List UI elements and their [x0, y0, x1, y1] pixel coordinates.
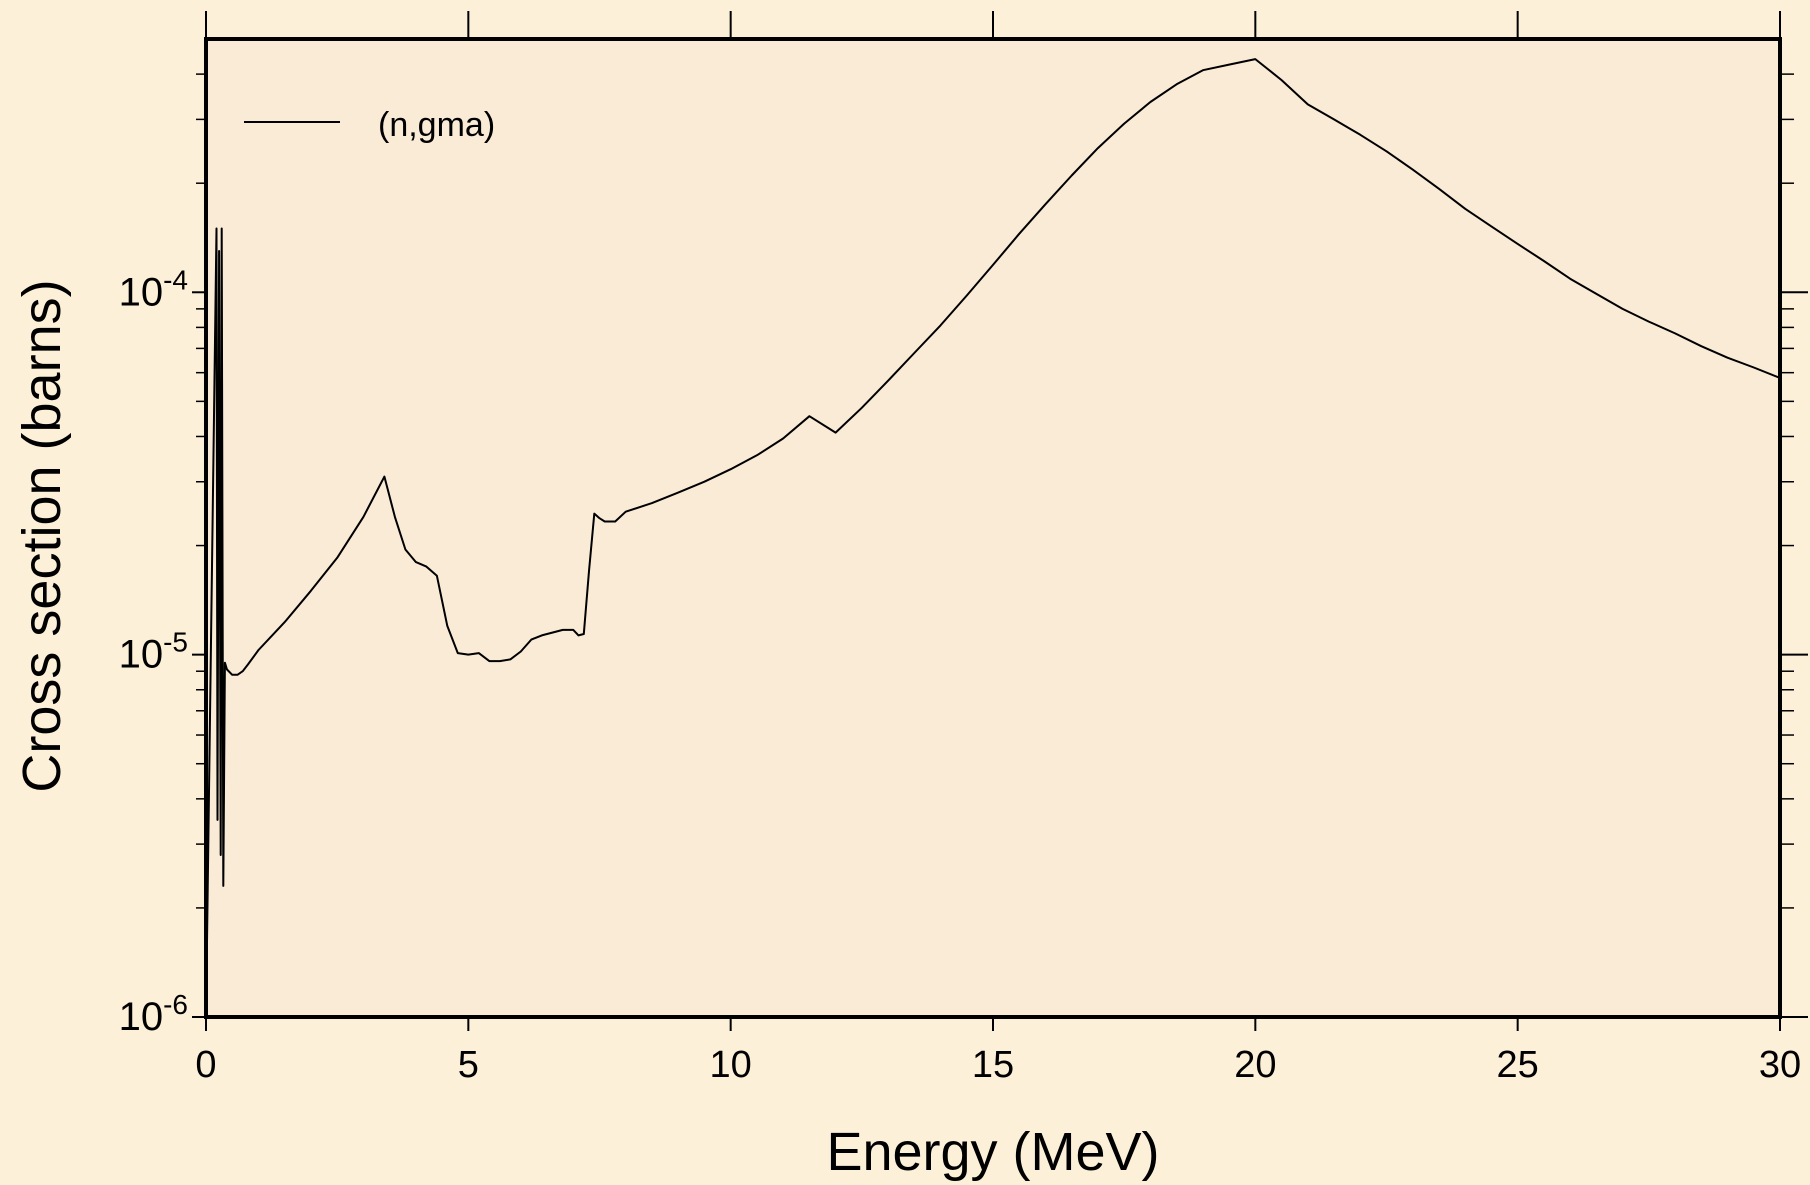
- x-tick-label: 20: [1234, 1044, 1276, 1086]
- x-tick-label: 15: [972, 1044, 1014, 1086]
- x-tick-label: 0: [195, 1044, 216, 1086]
- x-tick-label: 30: [1759, 1044, 1801, 1086]
- x-tick-labels: 0 5 10 15 20 25 30: [195, 1044, 1801, 1086]
- major-ticks: [192, 11, 1808, 1031]
- plot-frame: [204, 37, 1782, 1019]
- series-line-n-gma: [205, 58, 1781, 1018]
- plot-area: [206, 39, 1780, 1017]
- y-tick-labels: 10-6 10-5 10-4: [119, 264, 188, 1039]
- legend-label: (n,gma): [378, 106, 495, 144]
- y-tick-label: 10-5: [119, 627, 188, 677]
- y-axis-label: Cross section (barns): [12, 279, 72, 792]
- y-tick-label: 10-6: [119, 989, 188, 1039]
- x-tick-label: 25: [1497, 1044, 1539, 1086]
- x-tick-label: 5: [458, 1044, 479, 1086]
- legend: (n,gma): [244, 106, 495, 144]
- y-tick-label: 10-4: [119, 264, 188, 314]
- x-tick-label: 10: [710, 1044, 752, 1086]
- x-axis-label: Energy (MeV): [826, 1122, 1159, 1182]
